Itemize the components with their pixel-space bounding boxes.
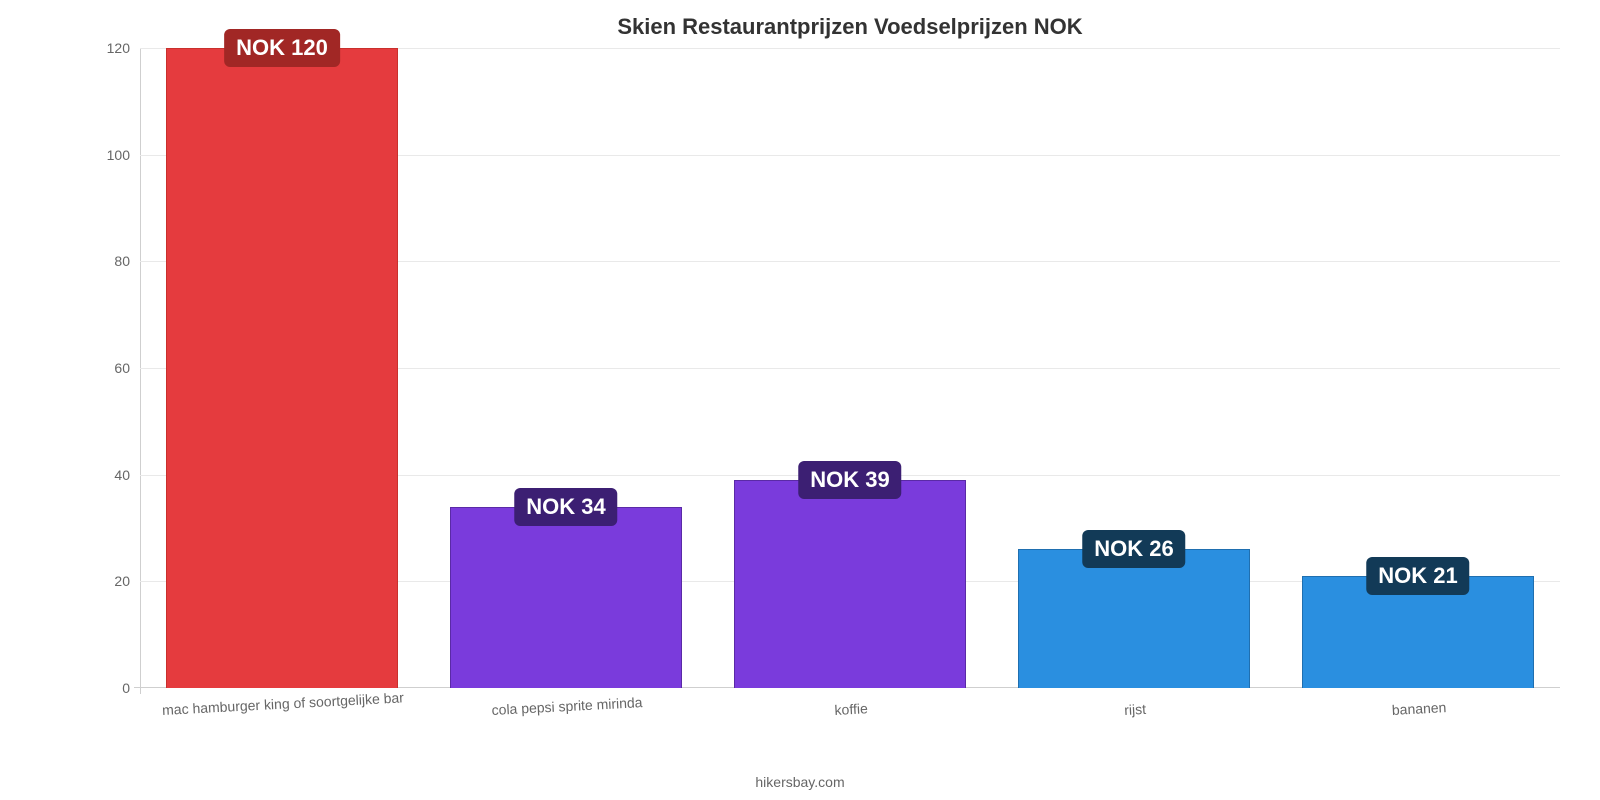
value-badge: NOK 34 [514, 488, 617, 526]
attribution-text: hikersbay.com [0, 774, 1600, 790]
plot-area: 020406080100120 NOK 120mac hamburger kin… [140, 48, 1560, 688]
y-tick-label: 120 [107, 40, 140, 56]
x-axis-label: koffie [833, 686, 868, 718]
y-tick-label: 20 [114, 573, 140, 589]
y-tick-label: 100 [107, 147, 140, 163]
x-axis-label: cola pepsi sprite mirinda [491, 680, 643, 718]
bar-cell: NOK 34cola pepsi sprite mirinda [424, 48, 708, 688]
y-tick-label: 60 [114, 360, 140, 376]
bar-cell: NOK 120mac hamburger king of soortgelijk… [140, 48, 424, 688]
value-badge: NOK 26 [1082, 530, 1185, 568]
bar [450, 507, 683, 688]
bar [734, 480, 967, 688]
bar-cell: NOK 26rijst [992, 48, 1276, 688]
bar [166, 48, 399, 688]
bars-layer: NOK 120mac hamburger king of soortgelijk… [140, 48, 1560, 688]
y-tick-label: 80 [114, 253, 140, 269]
y-tick-label: 0 [122, 680, 140, 696]
chart-container: Skien Restaurantprijzen Voedselprijzen N… [0, 0, 1600, 800]
bar-cell: NOK 21bananen [1276, 48, 1560, 688]
bar [1018, 549, 1251, 688]
bar-cell: NOK 39koffie [708, 48, 992, 688]
value-badge: NOK 120 [224, 29, 340, 67]
chart-title: Skien Restaurantprijzen Voedselprijzen N… [140, 14, 1560, 40]
x-axis-label: rijst [1123, 687, 1146, 718]
value-badge: NOK 21 [1366, 557, 1469, 595]
value-badge: NOK 39 [798, 461, 901, 499]
x-axis-label: bananen [1391, 685, 1447, 718]
y-tick-label: 40 [114, 467, 140, 483]
